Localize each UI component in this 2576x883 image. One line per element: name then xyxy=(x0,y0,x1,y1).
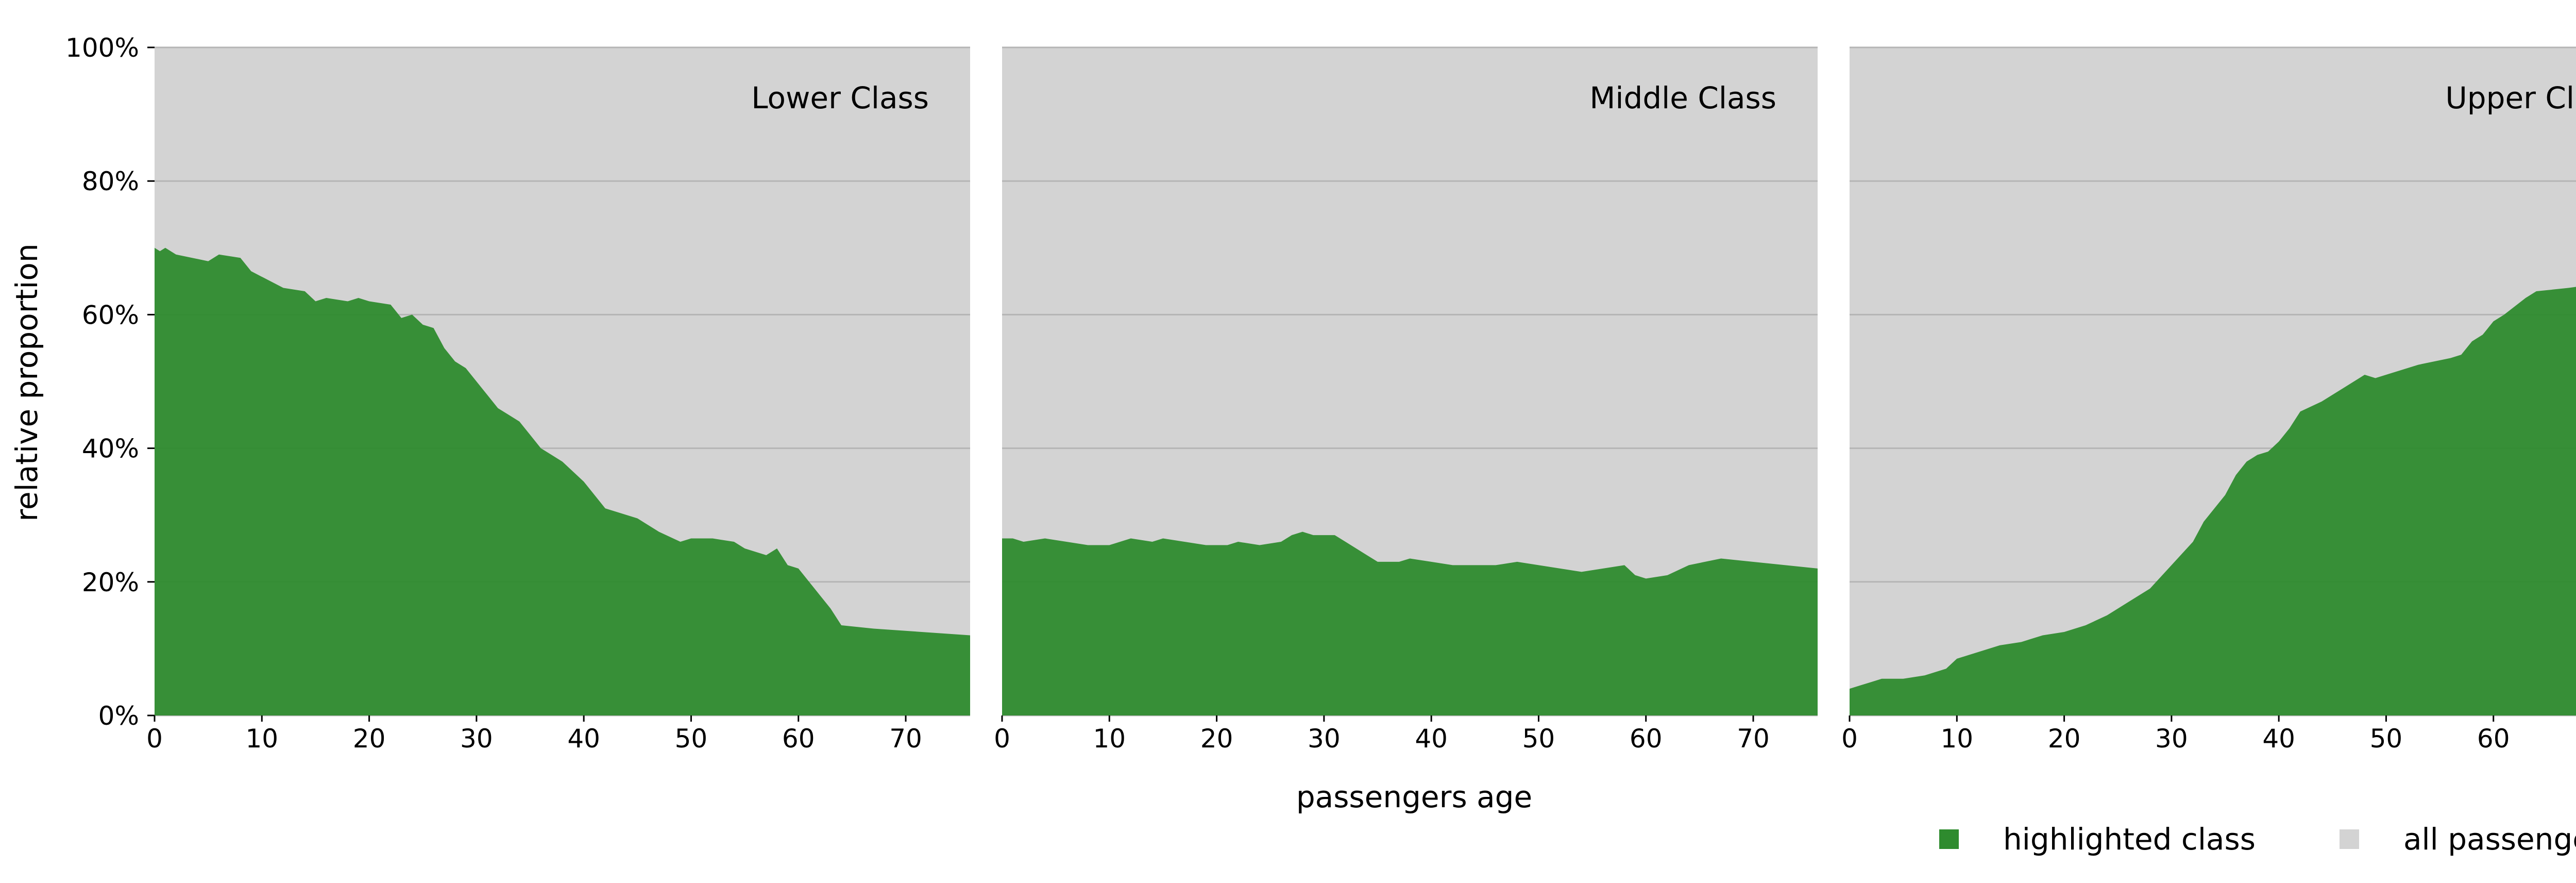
x-tick-label: 60 xyxy=(2477,724,2510,754)
panel-title: Lower Class xyxy=(751,80,929,115)
x-tick-label: 70 xyxy=(1737,724,1770,754)
y-tick-label: 20% xyxy=(82,568,139,597)
y-tick-label: 100% xyxy=(65,33,139,63)
panel-3: Upper Class xyxy=(1850,46,2576,717)
x-tick-label: 40 xyxy=(1415,724,1448,754)
panel-title: Upper Class xyxy=(2445,80,2576,115)
legend-swatch xyxy=(1939,829,1959,849)
x-tick-label: 10 xyxy=(1940,724,1973,754)
legend: highlighted class all passengers xyxy=(1939,822,2576,857)
panel-1: Lower Class xyxy=(155,46,970,717)
y-axis-title: relative proportion xyxy=(9,243,44,521)
legend-swatch xyxy=(2340,829,2359,849)
x-tick-label: 20 xyxy=(353,724,386,754)
x-tick-label: 70 xyxy=(889,724,922,754)
x-tick-label: 50 xyxy=(675,724,708,754)
x-tick-label: 0 xyxy=(1841,724,1858,754)
highlighted-class-area xyxy=(1850,287,2576,715)
panel-2: Middle Class xyxy=(1002,46,1818,717)
x-tick-label: 60 xyxy=(782,724,815,754)
x-tick-label: 30 xyxy=(2155,724,2188,754)
y-tick-label: 0% xyxy=(98,701,139,731)
panel-title: Middle Class xyxy=(1589,80,1776,115)
highlighted-class-area xyxy=(155,247,970,715)
axes: 0 10 20 30 40 50 60 70 0 10 20 30 40 50 60 70 0 10 20 30 40 5… xyxy=(65,33,2510,754)
x-tick-label: 50 xyxy=(1522,724,1555,754)
panels: Lower Class Middle Class Upper Class xyxy=(155,46,2576,717)
x-tick-label: 10 xyxy=(1093,724,1126,754)
y-tick-label: 80% xyxy=(82,166,139,196)
x-tick-label: 0 xyxy=(994,724,1010,754)
x-tick-label: 0 xyxy=(146,724,163,754)
legend-label: all passengers xyxy=(2403,822,2576,857)
x-tick-label: 30 xyxy=(460,724,493,754)
x-tick-label: 10 xyxy=(245,724,278,754)
x-tick-label: 30 xyxy=(1308,724,1341,754)
x-tick-label: 20 xyxy=(2048,724,2081,754)
x-tick-label: 50 xyxy=(2370,724,2403,754)
x-tick-label: 60 xyxy=(1630,724,1663,754)
highlighted-class-area xyxy=(1002,531,1818,715)
x-tick-label: 40 xyxy=(567,724,600,754)
legend-label: highlighted class xyxy=(2003,822,2256,857)
y-tick-label: 40% xyxy=(82,434,139,464)
x-tick-label: 40 xyxy=(2262,724,2295,754)
y-tick-label: 60% xyxy=(82,300,139,330)
x-axis-title: passengers age xyxy=(1296,779,1532,814)
x-tick-label: 20 xyxy=(1200,724,1233,754)
